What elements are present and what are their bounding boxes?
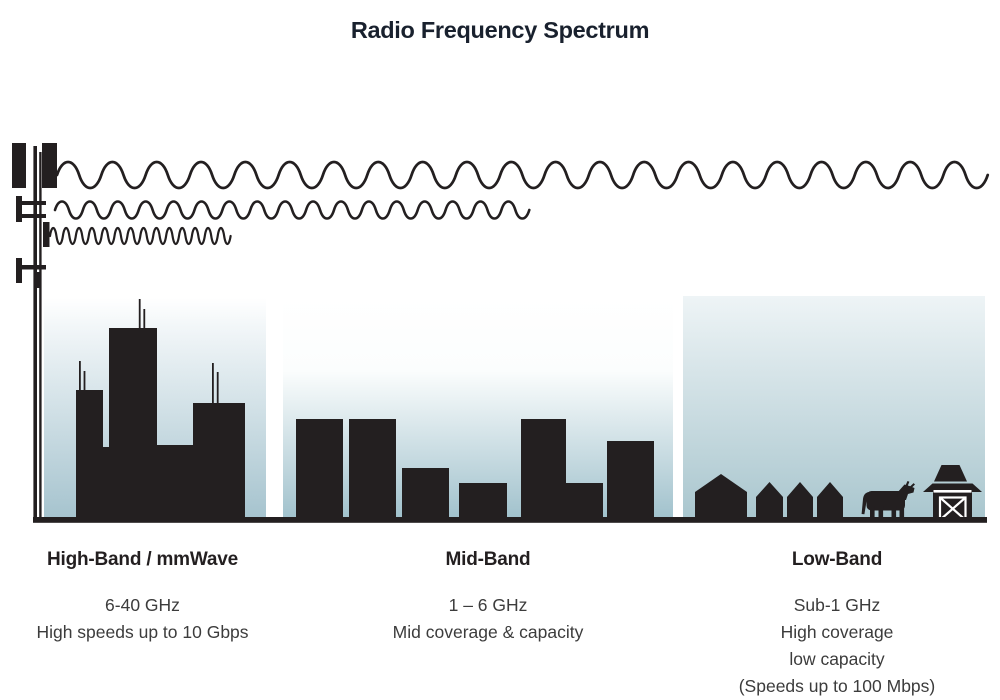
band-label-low: Low-Band Sub-1 GHz High coverage low cap… — [707, 549, 967, 700]
ground-line — [33, 517, 987, 523]
diagram-title: Radio Frequency Spectrum — [350, 16, 650, 43]
radio-waves — [48, 160, 990, 246]
band-name: High-Band / mmWave — [47, 549, 238, 570]
long-wave-icon — [55, 160, 990, 190]
band-description: High speeds up to 10 Gbps — [36, 622, 249, 642]
band-description: low capacity — [789, 649, 885, 669]
band-label-high: High-Band / mmWave 6-40 GHz High speeds … — [15, 549, 270, 646]
band-description: High coverage — [780, 622, 894, 642]
cow-icon — [861, 481, 915, 520]
band-frequency: 6-40 GHz — [105, 595, 180, 615]
cell-tower-icon — [12, 143, 57, 520]
band-name: Low-Band — [791, 549, 883, 570]
band-description: Mid coverage & capacity — [392, 622, 584, 642]
band-frequency: Sub-1 GHz — [793, 595, 881, 615]
mid-rise-buildings-icon — [296, 419, 654, 520]
low-band-scene — [695, 465, 982, 522]
band-label-mid: Mid-Band 1 – 6 GHz Mid coverage & capaci… — [368, 549, 608, 646]
barn-door — [938, 496, 967, 522]
band-description: (Speeds up to 100 Mbps) — [738, 676, 936, 696]
houses-icon — [695, 474, 843, 520]
band-frequency: 1 – 6 GHz — [448, 595, 528, 615]
band-name: Mid-Band — [445, 549, 531, 570]
barn-icon — [923, 465, 982, 522]
short-wave-icon — [48, 226, 232, 246]
medium-wave-icon — [53, 200, 531, 220]
skyscrapers-icon — [76, 299, 245, 520]
